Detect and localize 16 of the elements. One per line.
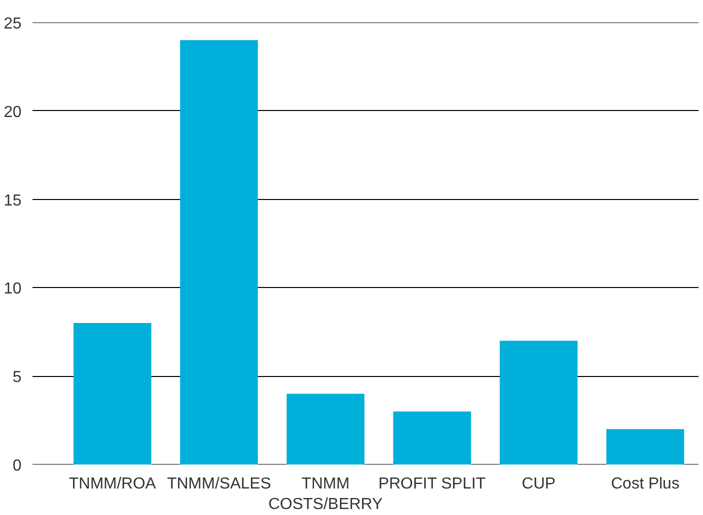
bar bbox=[286, 394, 364, 464]
x-tick-label: TNMM/SALES bbox=[166, 476, 271, 492]
y-tick-label: 5 bbox=[12, 369, 22, 386]
bar bbox=[500, 340, 578, 464]
bar bbox=[74, 323, 152, 464]
bar bbox=[180, 40, 258, 464]
y-tick-label: 15 bbox=[4, 192, 22, 210]
y-tick-label: 10 bbox=[4, 280, 22, 298]
bar bbox=[393, 411, 471, 464]
x-tick-label: Cost Plus bbox=[610, 476, 680, 492]
y-tick-label: 20 bbox=[4, 104, 22, 121]
y-tick-label: 25 bbox=[4, 16, 22, 32]
x-tick-label: TNMM/ROA bbox=[68, 476, 156, 492]
x-tick-label: CUP bbox=[522, 476, 556, 492]
bar bbox=[606, 429, 684, 464]
y-tick-label: 0 bbox=[12, 458, 22, 474]
